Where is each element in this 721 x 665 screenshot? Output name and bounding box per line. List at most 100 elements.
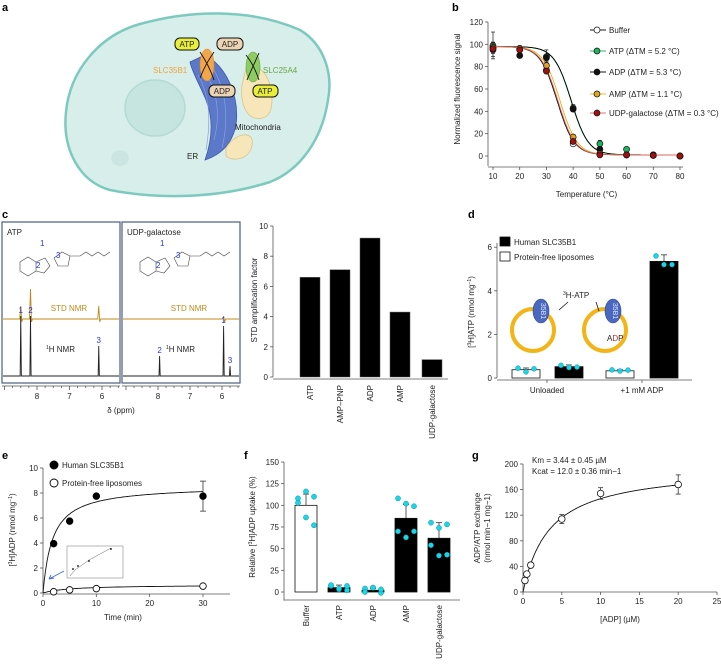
panel-label-a: a (2, 2, 9, 14)
data-point (395, 495, 401, 502)
data-point-udp-galactose (596, 151, 604, 159)
inset-point (77, 565, 79, 567)
exchange-arrows-icon (199, 51, 215, 81)
data-point (344, 583, 350, 589)
data-point (311, 493, 317, 500)
slc35b1-label: SLC35B1 (153, 66, 188, 75)
x-tick-label: 7 (188, 392, 193, 401)
y-label-part: H]ADP (nmol mg (8, 502, 17, 562)
y-label-part: ) (8, 493, 17, 496)
y-tick-label: 4 (264, 313, 269, 322)
y-tick-label: 60 (474, 85, 483, 94)
y-tick-label: 80 (509, 537, 518, 546)
category-label: ADP (366, 385, 375, 401)
slc25a4-label: SLC25A4 (263, 66, 298, 75)
data-point (523, 570, 531, 578)
h-nmr-trace (3, 315, 119, 377)
inset-frame (66, 545, 124, 579)
peak-label: 2 (157, 346, 162, 355)
data-point (558, 362, 564, 369)
inset-point (110, 548, 112, 550)
data-point (92, 492, 101, 500)
y-tick-label: 6 (264, 282, 269, 291)
x-tick-label: 5 (560, 597, 565, 606)
data-point (370, 584, 376, 591)
tracer-label: 3H-ATP (563, 291, 589, 300)
data-point (428, 542, 434, 548)
spectrum-frame (121, 221, 241, 384)
panel-label-g: g (472, 450, 479, 462)
y-tick-label: 10 (259, 222, 268, 231)
data-point-udp-galactose (516, 46, 524, 54)
data-point (403, 534, 409, 541)
superscript: 1 (166, 345, 169, 351)
x-tick-label: 10 (92, 599, 101, 608)
h-nmr-text: H NMR (169, 345, 195, 354)
exchange-arrows-icon-2 (245, 52, 260, 81)
y-tick-label: 0 (514, 588, 519, 597)
data-point (531, 366, 537, 372)
y-axis-label: [3H]ADP (nmol mg−1) (8, 493, 17, 567)
y-tick-label: 6 (488, 243, 493, 252)
data-point (92, 584, 101, 593)
panel-label-b: b (452, 2, 459, 14)
category-label: ATP (335, 605, 344, 620)
data-point (303, 488, 309, 495)
data-point (436, 525, 442, 531)
y-label-part: Relative [ (248, 544, 257, 578)
nucleus (124, 79, 186, 137)
x-tick-label: 7 (67, 392, 72, 401)
bar-buffer (294, 504, 318, 593)
mitochondria-label: Mitochondria (235, 123, 281, 132)
y-tick-label: 25 (270, 566, 279, 575)
legend-swatch (499, 236, 511, 247)
data-point (674, 480, 682, 489)
data-point (362, 589, 368, 595)
category-label: UDP-galactose (428, 384, 437, 438)
cargo-part: A (607, 334, 613, 343)
y-tick-label: 6 (34, 514, 39, 523)
data-point-udp-galactose (676, 152, 684, 160)
data-point (653, 253, 659, 259)
legend-label: Protein-free liposomes (514, 253, 594, 262)
adp-label: ADP (222, 40, 238, 49)
structure-atom-label: 3 (56, 251, 61, 260)
y-tick-label: 100 (470, 40, 484, 49)
y-tick-label: 80 (474, 63, 483, 72)
y-tick-label: 2 (488, 330, 493, 339)
y-tick-label: 10 (29, 464, 38, 473)
y-tick-label: 0 (479, 152, 484, 161)
bar-atp (299, 277, 321, 378)
y-axis-label: Relative [3H]ADP uptake (%) (248, 476, 257, 578)
tracer-text: H-ATP (566, 291, 589, 300)
h-nmr-label: 1H NMR (46, 345, 75, 354)
data-point-udp-galactose (489, 45, 497, 53)
x-tick-label: 8 (156, 392, 161, 401)
chart-e-adp-uptake-time: 0 2 4 6 8 10 0 10 20 30 Time (min) [3H]ADP (nmol mg… (8, 460, 230, 622)
fit-curve-adp (493, 46, 680, 156)
y-axis-label: [3H]ATP (nmol mg−1) (467, 276, 476, 348)
legend-marker (49, 460, 59, 470)
category-label: Buffer (302, 605, 311, 627)
y-axis-label: STD amplification factor (250, 257, 259, 342)
y-label-part: ) (467, 276, 476, 279)
structure-atom-label: 1 (160, 239, 165, 248)
category-label: UDP-galactose (435, 604, 444, 658)
x-tick-label: 20 (515, 172, 524, 181)
data-point (303, 514, 309, 521)
adp-label: ADP (214, 87, 230, 96)
y-tick-label: 4 (34, 539, 39, 548)
data-point (596, 489, 605, 498)
structure-atom-label: 2 (156, 261, 161, 270)
cargo-part: P (618, 334, 623, 343)
y-label-part: [ (467, 345, 476, 348)
bar-human-slc35b1 (649, 260, 679, 379)
fit-curve-udp-galactose (493, 46, 680, 156)
legend-marker (593, 47, 601, 55)
y-tick-label: 2 (264, 343, 269, 352)
data-point-udp-galactose (649, 152, 657, 159)
h-nmr-label: 1H NMR (166, 345, 195, 354)
data-point (625, 367, 631, 373)
